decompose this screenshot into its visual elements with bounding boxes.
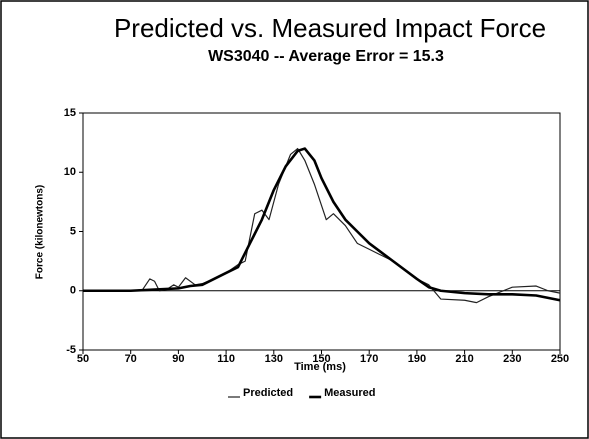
y-tick-label: 0	[70, 285, 76, 297]
y-tick-label: -5	[66, 344, 76, 356]
x-tick-label: 230	[503, 353, 521, 365]
x-tick-label: 90	[172, 353, 184, 365]
chart-title: Predicted vs. Measured Impact Force	[114, 13, 546, 43]
x-tick-label: 170	[360, 353, 378, 365]
x-tick-label: 250	[551, 353, 569, 365]
x-tick-label: 70	[125, 353, 137, 365]
y-tick-label: 15	[64, 107, 76, 119]
x-tick-label: 130	[265, 353, 283, 365]
legend-label: Predicted	[243, 387, 293, 399]
x-axis-label: Time (ms)	[294, 361, 346, 373]
x-tick-label: 50	[77, 353, 89, 365]
line-series	[83, 147, 561, 302]
x-tick-label: 190	[408, 353, 426, 365]
legend-label: Measured	[324, 387, 375, 399]
y-tick-label: 5	[70, 225, 76, 237]
chart-subtitle: WS3040 -- Average Error = 15.3	[208, 48, 444, 65]
x-tick-label: 150	[312, 353, 330, 365]
y-axis-label: Force (kilonewtons)	[35, 185, 46, 279]
x-tick-label: 210	[455, 353, 473, 365]
x-tick-label: 110	[217, 353, 235, 365]
y-tick-label: 10	[64, 166, 76, 178]
